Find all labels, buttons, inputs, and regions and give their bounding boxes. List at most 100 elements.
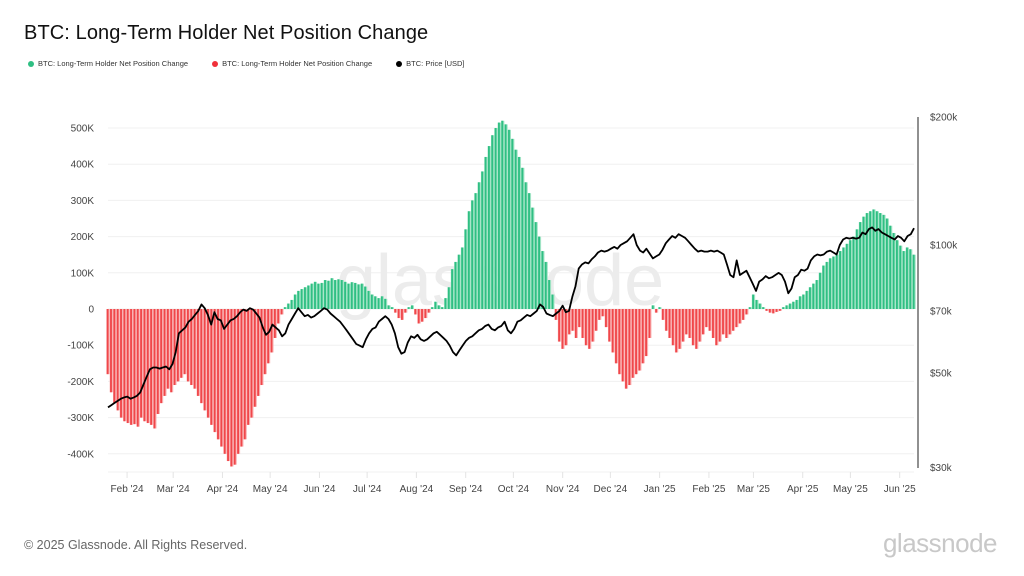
y-tick-label: -100K: [67, 341, 94, 352]
bar-positive: [467, 211, 470, 309]
bar-positive: [387, 305, 390, 309]
bar-negative: [581, 309, 584, 338]
bar-positive: [320, 282, 323, 309]
bar-positive: [909, 249, 912, 309]
bar-negative: [591, 309, 594, 342]
bar-negative: [156, 309, 159, 414]
legend-dot-price: [396, 60, 403, 67]
bar-positive: [314, 281, 316, 309]
bar-positive: [755, 299, 758, 309]
bar-positive: [521, 167, 524, 309]
bar-negative: [638, 309, 641, 371]
bar-positive: [531, 207, 534, 309]
bar-positive: [337, 279, 340, 309]
y-tick-label: 400K: [71, 160, 95, 171]
bar-negative: [183, 309, 186, 375]
bar-positive: [802, 294, 805, 309]
bar-positive: [906, 247, 908, 309]
bar-negative: [628, 309, 631, 386]
x-tick-label: Sep '24: [449, 484, 483, 495]
bar-positive: [785, 305, 788, 309]
y-tick-label: -300K: [67, 413, 94, 424]
bar-negative: [698, 309, 701, 342]
legend-dot-positive: [28, 60, 34, 67]
bar-negative: [247, 309, 250, 425]
bar-negative: [574, 309, 577, 338]
bar-positive: [748, 307, 751, 309]
bar-negative: [578, 309, 581, 328]
bar-positive: [347, 283, 350, 309]
bar-negative: [608, 309, 611, 342]
bar-negative: [277, 309, 280, 324]
bar-positive: [518, 156, 520, 309]
bar-positive: [832, 256, 835, 309]
bar-negative: [213, 309, 216, 433]
bar-positive: [364, 286, 367, 309]
bar-positive: [842, 247, 845, 309]
bar-negative: [280, 309, 283, 315]
bar-positive: [504, 124, 507, 309]
y-tick-label: -400K: [67, 449, 94, 460]
bar-negative: [160, 309, 163, 404]
bar-negative: [397, 309, 400, 319]
bar-positive: [297, 290, 300, 309]
bar-negative: [176, 309, 179, 382]
bar-negative: [615, 309, 617, 364]
bar-negative: [601, 309, 604, 317]
bar-negative: [203, 309, 206, 411]
x-tick-label: Jun '24: [303, 484, 335, 495]
bar-negative: [738, 309, 741, 324]
bar-negative: [170, 309, 173, 393]
bar-negative: [775, 309, 778, 312]
x-tick-label: Apr '25: [787, 484, 819, 495]
bar-positive: [498, 122, 500, 309]
bar-positive: [447, 287, 450, 309]
bar-positive: [892, 232, 895, 309]
x-tick-label: Mar '24: [157, 484, 190, 495]
bar-negative: [705, 309, 708, 328]
bar-positive: [809, 287, 811, 309]
bar-negative: [110, 309, 112, 393]
bar-positive: [912, 254, 915, 309]
bar-negative: [681, 309, 684, 342]
bar-positive: [855, 229, 858, 309]
bar-negative: [715, 309, 718, 346]
bar-negative: [173, 309, 176, 386]
bar-negative: [190, 309, 193, 386]
bar-negative: [180, 309, 183, 378]
legend-item-price[interactable]: BTC: Price [USD]: [396, 59, 465, 68]
bar-positive: [788, 303, 791, 309]
bar-negative: [564, 309, 567, 346]
bar-negative: [146, 309, 149, 424]
bar-positive: [324, 280, 326, 309]
bar-positive: [307, 285, 310, 309]
bar-positive: [862, 216, 865, 309]
y2-tick-label: $200k: [930, 113, 958, 124]
bar-negative: [123, 309, 126, 422]
bar-negative: [417, 309, 420, 324]
bar-negative: [742, 309, 745, 320]
bar-positive: [544, 261, 547, 309]
bar-negative: [768, 309, 771, 313]
bar-negative: [675, 309, 678, 353]
legend-item-negative[interactable]: BTC: Long-Term Holder Net Position Chang…: [212, 59, 372, 68]
bar-negative: [200, 309, 203, 404]
x-tick-label: Nov '24: [546, 484, 580, 495]
bar-negative: [193, 309, 196, 389]
bar-negative: [186, 309, 189, 382]
bar-positive: [865, 213, 868, 309]
bar-negative: [702, 309, 704, 335]
y-tick-label: 300K: [71, 196, 95, 207]
legend: BTC: Long-Term Holder Net Position Chang…: [28, 59, 465, 68]
bar-positive: [859, 222, 862, 309]
bar-positive: [889, 225, 892, 309]
bar-negative: [671, 309, 674, 346]
legend-item-positive[interactable]: BTC: Long-Term Holder Net Position Chang…: [28, 59, 188, 68]
bar-negative: [661, 309, 664, 320]
bar-positive: [899, 245, 902, 309]
price-line: [107, 226, 915, 409]
bar-positive: [290, 299, 293, 309]
bar-positive: [411, 305, 413, 309]
bar-negative: [641, 309, 644, 364]
bar-positive: [344, 281, 347, 309]
